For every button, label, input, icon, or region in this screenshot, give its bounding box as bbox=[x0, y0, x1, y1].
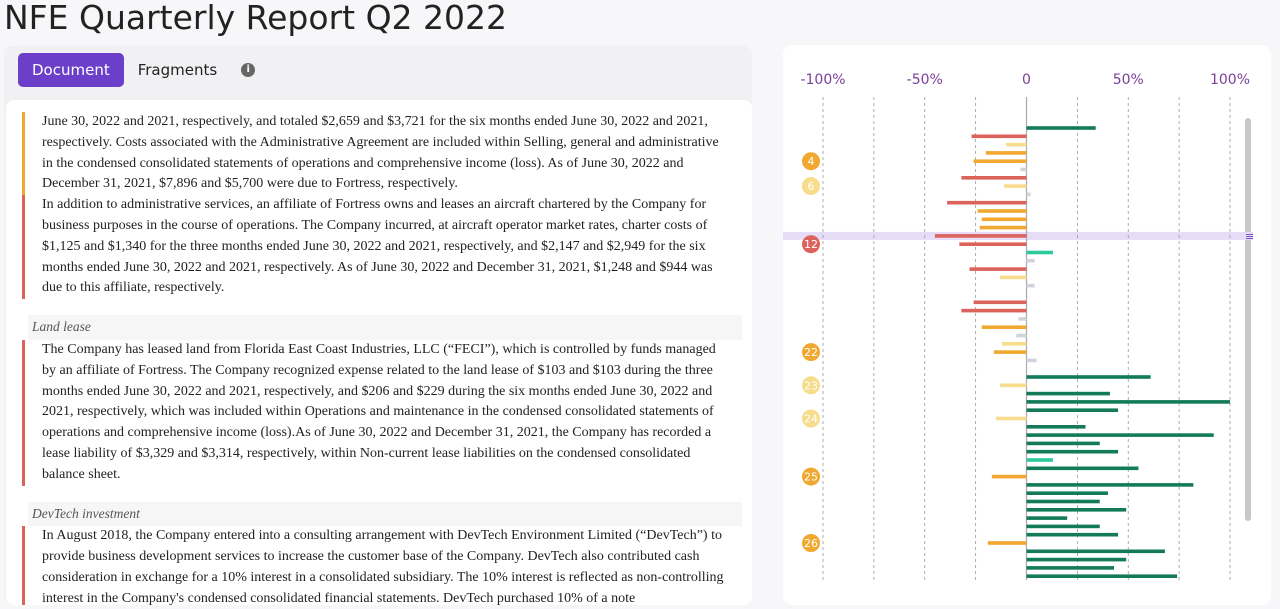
row-marker-label: 4 bbox=[808, 155, 815, 168]
row-marker bbox=[802, 177, 820, 196]
bar bbox=[1016, 333, 1027, 338]
row-marker-label: 26 bbox=[804, 537, 818, 550]
bar bbox=[991, 474, 1027, 479]
bar bbox=[1026, 358, 1037, 363]
row-marker bbox=[802, 534, 820, 552]
row-marker bbox=[802, 235, 820, 254]
bar bbox=[1026, 192, 1031, 197]
row-marker bbox=[802, 376, 820, 395]
bar bbox=[1026, 557, 1127, 562]
bar bbox=[934, 234, 1027, 238]
bar bbox=[947, 200, 1027, 205]
paragraph: June 30, 2022 and 2021, respectively, an… bbox=[22, 112, 732, 196]
bar bbox=[1026, 433, 1214, 437]
page-title: NFE Quarterly Report Q2 2022 bbox=[4, 0, 508, 37]
row-marker-label: 25 bbox=[804, 471, 818, 484]
bar bbox=[977, 209, 1027, 213]
row-marker bbox=[802, 152, 820, 171]
bar bbox=[981, 217, 1027, 222]
bar bbox=[1026, 499, 1100, 504]
bar bbox=[1026, 375, 1151, 379]
bar bbox=[1026, 400, 1230, 404]
bar bbox=[1026, 408, 1119, 412]
bar bbox=[1026, 516, 1068, 520]
section-heading: Land lease bbox=[28, 315, 742, 340]
x-tick-label: -50% bbox=[907, 72, 943, 88]
tab[interactable]: Fragments bbox=[137, 61, 218, 79]
bar bbox=[1026, 441, 1100, 446]
paragraph: In addition to administrative services, … bbox=[22, 195, 732, 300]
bar bbox=[959, 242, 1027, 246]
row-marker bbox=[802, 409, 820, 428]
bar bbox=[1026, 449, 1119, 454]
x-tick-label: 0 bbox=[1022, 72, 1031, 88]
bar bbox=[973, 300, 1027, 305]
bar bbox=[993, 350, 1027, 354]
paragraph: The Company has leased land from Florida… bbox=[22, 339, 732, 486]
bar bbox=[1026, 283, 1035, 288]
row-marker-label: 23 bbox=[804, 379, 818, 392]
bar bbox=[1000, 383, 1027, 388]
bar bbox=[1026, 532, 1119, 537]
document-view: June 30, 2022 and 2021, respectively, an… bbox=[6, 100, 752, 605]
row-marker-label: 12 bbox=[804, 238, 818, 251]
bar bbox=[1026, 458, 1053, 462]
row-marker bbox=[802, 343, 820, 362]
bar bbox=[961, 308, 1027, 313]
bar bbox=[985, 151, 1027, 155]
bar bbox=[981, 325, 1027, 329]
bar bbox=[1002, 342, 1027, 346]
bar bbox=[1026, 259, 1035, 263]
section-heading: DevTech investment bbox=[28, 501, 742, 527]
bar bbox=[1026, 250, 1053, 255]
document-body: June 30, 2022 and 2021, respectively, an… bbox=[6, 100, 752, 605]
bar bbox=[1026, 549, 1165, 554]
chart: ≡ -100% -50% 0 50% 100% 4 6 12 22 23 24 25 26 bbox=[783, 72, 1254, 580]
bar bbox=[1026, 391, 1110, 396]
x-tick-label: 50% bbox=[1113, 72, 1144, 88]
bar bbox=[1026, 126, 1096, 130]
bar bbox=[1026, 466, 1139, 471]
chart-panel: ≡ -100% -50% 0 50% 100% 4 6 12 22 23 24 25 26 bbox=[783, 45, 1271, 605]
bar bbox=[1026, 483, 1194, 487]
bar bbox=[979, 225, 1027, 230]
row-marker-label: 6 bbox=[808, 180, 815, 193]
bar bbox=[1020, 167, 1027, 172]
bar bbox=[973, 159, 1027, 163]
bar bbox=[1026, 566, 1115, 570]
bar bbox=[1026, 574, 1178, 578]
scrollbar[interactable] bbox=[1245, 118, 1251, 521]
bar bbox=[987, 541, 1027, 545]
tab-bar: Document Fragments i bbox=[18, 53, 256, 87]
bar bbox=[961, 176, 1027, 180]
row-marker-label: 22 bbox=[804, 346, 818, 359]
bar bbox=[1026, 508, 1127, 512]
tab[interactable]: Document bbox=[18, 53, 124, 87]
bar bbox=[1018, 317, 1027, 321]
bar bbox=[1004, 184, 1027, 188]
bar bbox=[971, 134, 1027, 139]
bar bbox=[1006, 142, 1027, 147]
x-tick-label: -100% bbox=[800, 72, 845, 88]
bar bbox=[1026, 425, 1086, 429]
row-marker bbox=[802, 467, 820, 486]
bar bbox=[995, 416, 1027, 421]
bar bbox=[969, 267, 1027, 271]
info-icon[interactable]: i bbox=[241, 63, 256, 77]
x-tick-label: 100% bbox=[1210, 72, 1250, 88]
bar bbox=[1000, 275, 1027, 280]
bar bbox=[1026, 524, 1100, 529]
document-panel: Document Fragments i June 30, 2022 and 2… bbox=[4, 46, 752, 605]
paragraph: In August 2018, the Company entered into… bbox=[22, 526, 732, 605]
row-handle: ≡ bbox=[1245, 230, 1254, 243]
bar bbox=[1026, 491, 1108, 495]
row-marker-label: 24 bbox=[804, 413, 818, 426]
